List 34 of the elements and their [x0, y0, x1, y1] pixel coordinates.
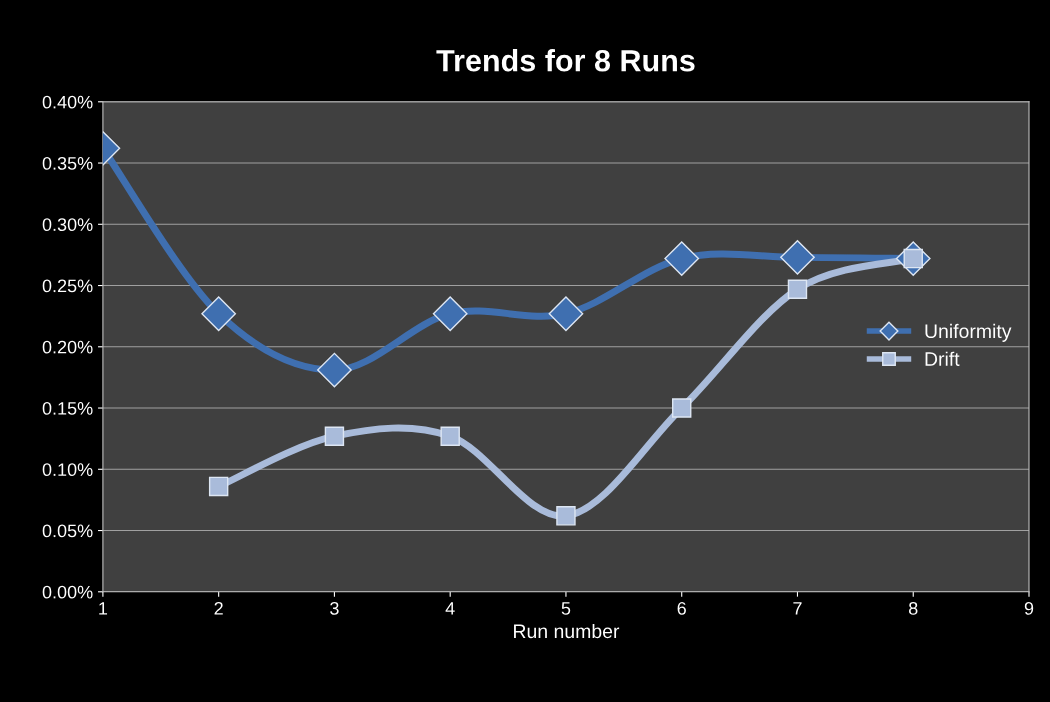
x-tick-label: 2 [214, 601, 223, 615]
point [787, 279, 808, 299]
point [780, 239, 815, 275]
y-tick-label: 0.30% [42, 218, 93, 232]
x-tick-label: 1 [99, 602, 108, 615]
x-tick-label: 4 [445, 602, 455, 615]
point [548, 296, 584, 332]
point [201, 296, 237, 332]
point [664, 241, 700, 276]
x-tick-label: 8 [909, 601, 918, 615]
point [671, 398, 692, 418]
x-tick-label: 9 [1024, 601, 1034, 615]
x-axis-title: Run number [514, 623, 620, 639]
y-tick-label: 0.20% [42, 340, 93, 354]
point [317, 352, 352, 388]
y-tick-label: 0.10% [42, 463, 93, 477]
x-tick-label: 6 [677, 601, 686, 615]
point [324, 426, 345, 446]
y-tick-label: 0.35% [42, 156, 93, 170]
y-tick-label: 0.00% [42, 585, 93, 599]
x-tick-label: 7 [793, 602, 802, 615]
y-tick-label: 0.25% [42, 279, 93, 293]
point [432, 296, 468, 332]
legend-label: Drift [925, 351, 960, 366]
legend-label: Uniformity [925, 323, 1012, 342]
x-tick-label: 5 [561, 602, 571, 615]
y-tick-label: 0.40% [42, 95, 93, 109]
point [208, 476, 229, 497]
x-tick-label: 3 [330, 601, 339, 615]
point [556, 506, 576, 526]
chart-title: Trends for 8 Runs [436, 49, 695, 72]
y-tick-label: 0.15% [42, 401, 93, 415]
point [440, 426, 460, 446]
y-tick-label: 0.05% [42, 524, 93, 538]
